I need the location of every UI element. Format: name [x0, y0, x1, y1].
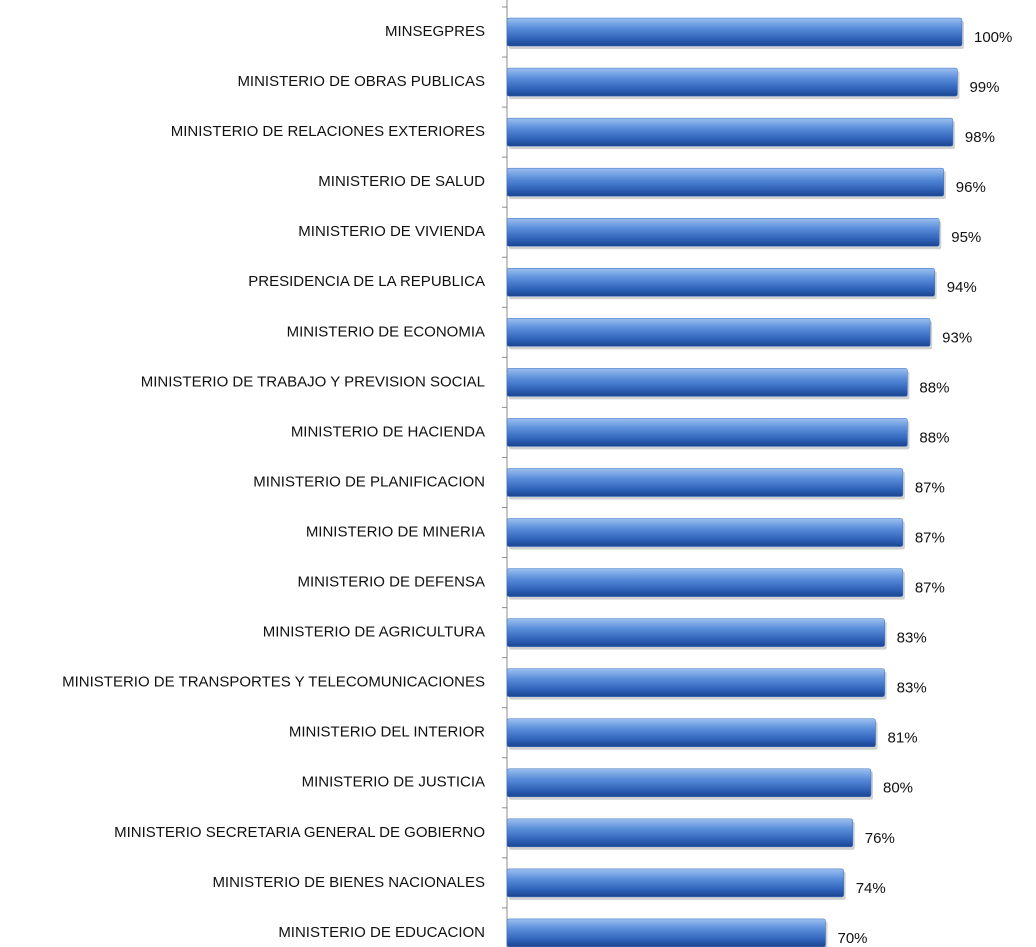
bar [506, 318, 931, 347]
bar [506, 868, 844, 898]
value-label: 100% [974, 29, 1012, 46]
category-label: PRESIDENCIA DE LA REPUBLICA [248, 273, 485, 290]
category-label: MINISTERIO DE JUSTICIA [302, 774, 485, 791]
category-label: MINISTERIO DEL INTERIOR [289, 724, 485, 741]
category-label: MINISTERIO DE EDUCACION [278, 924, 485, 941]
value-label: 99% [969, 79, 999, 96]
category-label: MINISTERIO DE HACIENDA [291, 423, 485, 440]
bar [506, 167, 945, 197]
bar [506, 568, 904, 597]
category-label: MINISTERIO DE RELACIONES EXTERIORES [171, 123, 485, 140]
value-label: 81% [888, 730, 918, 747]
value-label: 96% [956, 179, 986, 196]
bar [506, 618, 885, 647]
category-label: MINISTERIO DE MINERIA [306, 523, 485, 540]
value-label: 83% [897, 680, 927, 697]
bar [506, 17, 963, 47]
category-label: MINISTERIO DE BIENES NACIONALES [212, 874, 485, 891]
value-label: 76% [865, 830, 895, 847]
bar [506, 818, 854, 848]
category-label: MINISTERIO DE SALUD [318, 173, 485, 190]
value-label: 87% [915, 529, 945, 546]
bar [506, 668, 885, 697]
bar [506, 117, 954, 147]
value-label: 70% [838, 930, 868, 947]
category-label: MINSEGPRES [385, 23, 485, 40]
category-label: MINISTERIO DE DEFENSA [297, 574, 485, 591]
bar [506, 217, 940, 247]
bar [506, 518, 904, 547]
bar [506, 918, 826, 947]
category-label: MINISTERIO DE OBRAS PUBLICAS [237, 73, 485, 90]
value-label: 88% [919, 379, 949, 396]
value-label: 87% [915, 479, 945, 496]
bar [506, 768, 872, 798]
value-label: 98% [965, 129, 995, 146]
category-label: MINISTERIO DE AGRICULTURA [263, 624, 485, 641]
category-label: MINISTERIO DE VIVIENDA [298, 223, 485, 240]
value-label: 94% [947, 279, 977, 296]
category-label: MINISTERIO SECRETARIA GENERAL DE GOBIERN… [114, 824, 485, 841]
category-label: MINISTERIO DE ECONOMIA [287, 323, 485, 340]
value-label: 88% [919, 429, 949, 446]
value-label: 95% [951, 229, 981, 246]
value-label: 93% [942, 329, 972, 346]
category-label: MINISTERIO DE PLANIFICACION [253, 473, 485, 490]
bar [506, 718, 876, 747]
bar [506, 368, 908, 397]
category-label: MINISTERIO DE TRANSPORTES Y TELECOMUNICA… [62, 674, 485, 691]
value-label: 87% [915, 580, 945, 597]
value-label: 74% [856, 880, 886, 897]
bar [506, 268, 935, 297]
bar [506, 418, 908, 447]
bar [506, 67, 958, 97]
value-label: 80% [883, 780, 913, 797]
bar [506, 468, 904, 497]
category-label: MINISTERIO DE TRABAJO Y PREVISION SOCIAL [141, 373, 485, 390]
value-label: 83% [897, 630, 927, 647]
